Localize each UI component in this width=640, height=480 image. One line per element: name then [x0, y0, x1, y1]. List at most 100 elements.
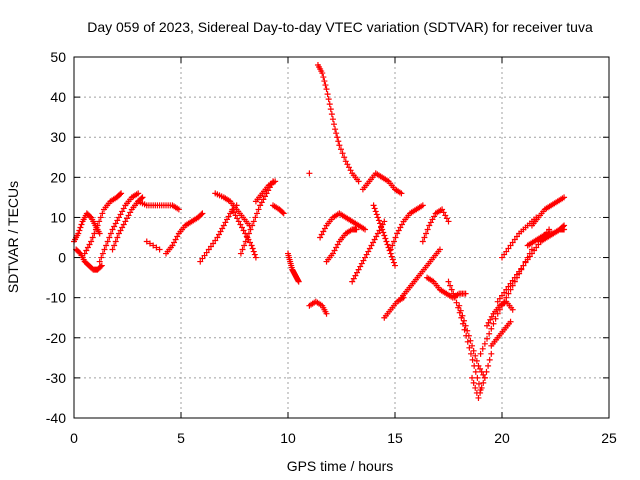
data-point	[371, 236, 378, 243]
data-point	[344, 161, 351, 168]
data-point	[156, 246, 163, 253]
data-point	[201, 252, 208, 259]
data-point	[83, 247, 90, 254]
data-point	[329, 116, 336, 123]
data-point	[337, 146, 344, 153]
data-point	[279, 209, 286, 216]
data-point	[501, 289, 508, 296]
data-point	[358, 260, 365, 267]
data-point	[382, 235, 389, 242]
data-point	[384, 241, 391, 248]
data-point	[91, 230, 98, 237]
data-point	[392, 234, 399, 241]
data-point	[350, 275, 357, 282]
data-point	[342, 158, 349, 165]
data-point	[230, 209, 237, 216]
y-tick-label: 10	[50, 209, 66, 225]
data-point	[524, 256, 531, 263]
data-point	[462, 322, 469, 329]
data-point	[473, 357, 480, 364]
data-point	[146, 240, 153, 247]
data-point	[477, 350, 484, 357]
data-point	[320, 74, 327, 81]
data-point	[488, 325, 495, 332]
data-point	[429, 216, 436, 223]
data-point	[535, 241, 542, 248]
data-point	[88, 238, 95, 245]
data-point	[492, 315, 499, 322]
series-arc-m	[252, 178, 279, 205]
data-point	[431, 213, 438, 220]
data-point	[215, 231, 222, 238]
data-point	[242, 238, 249, 245]
data-point	[118, 190, 125, 197]
data-point	[366, 245, 373, 252]
data-point	[475, 394, 482, 401]
data-point	[440, 209, 447, 216]
data-point	[457, 307, 464, 314]
data-point	[459, 312, 466, 319]
data-point	[448, 286, 455, 293]
series-arc-am	[488, 318, 514, 349]
data-point	[464, 338, 471, 345]
data-point	[75, 230, 82, 237]
data-point	[501, 251, 508, 258]
y-axis-label: SDTVAR / TECUs	[5, 181, 21, 293]
data-point	[481, 374, 488, 381]
data-point	[120, 205, 127, 212]
data-point	[199, 255, 206, 262]
data-point	[353, 226, 360, 233]
data-point	[317, 234, 324, 241]
data-point	[89, 234, 96, 241]
data-point	[377, 220, 384, 227]
data-point	[445, 278, 452, 285]
data-point	[123, 215, 130, 222]
data-point	[255, 206, 262, 213]
data-point	[203, 249, 210, 256]
data-point	[380, 229, 387, 236]
data-point	[477, 389, 484, 396]
data-point	[507, 280, 514, 287]
data-point	[175, 206, 182, 213]
data-point	[370, 239, 377, 246]
data-point	[98, 254, 105, 261]
y-tick-label: 0	[58, 250, 66, 266]
data-point	[372, 208, 379, 215]
data-point	[245, 230, 252, 237]
data-point	[331, 247, 338, 254]
data-point	[522, 259, 529, 266]
series-arc-s	[317, 210, 369, 241]
data-point	[509, 239, 516, 246]
data-point	[484, 335, 491, 342]
data-point	[374, 214, 381, 221]
data-point	[447, 282, 454, 289]
data-point	[225, 213, 232, 220]
data-point	[265, 187, 272, 194]
data-point	[295, 278, 302, 285]
data-point	[503, 286, 510, 293]
data-point	[484, 322, 491, 329]
data-point	[442, 212, 449, 219]
data-point	[324, 91, 331, 98]
data-point	[76, 227, 83, 234]
data-point	[365, 248, 372, 255]
data-point	[334, 241, 341, 248]
data-point	[450, 290, 457, 297]
data-point	[509, 306, 516, 313]
data-point	[511, 236, 518, 243]
data-point	[421, 234, 428, 241]
data-point	[120, 221, 127, 228]
data-point	[456, 302, 463, 309]
data-point	[244, 234, 251, 241]
data-point	[520, 262, 527, 269]
data-point	[505, 245, 512, 252]
data-point	[376, 227, 383, 234]
data-point	[172, 236, 179, 243]
data-point	[257, 202, 264, 209]
x-tick-label: 0	[70, 430, 78, 446]
data-point	[219, 225, 226, 232]
data-point	[321, 225, 328, 232]
data-point	[261, 193, 268, 200]
data-point	[92, 226, 99, 233]
data-point	[387, 246, 394, 253]
